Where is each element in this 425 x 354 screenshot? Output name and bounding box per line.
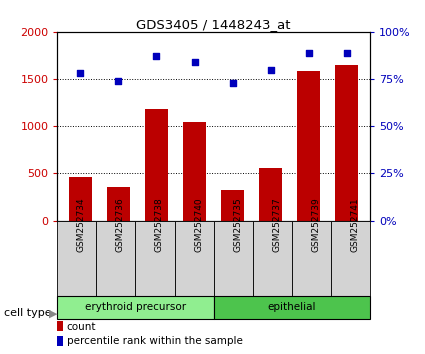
Text: GSM252735: GSM252735 [233,197,242,252]
Bar [57,321,63,331]
Text: GSM252738: GSM252738 [155,197,164,252]
Bar [292,221,331,296]
Point [267,67,274,73]
Bar [57,296,213,319]
Bar [298,72,320,221]
Title: GDS3405 / 1448243_at: GDS3405 / 1448243_at [136,18,291,31]
Bar [213,296,370,319]
Point [229,80,236,86]
Text: GSM252736: GSM252736 [116,197,125,252]
Point [343,50,350,56]
Bar [331,221,370,296]
Bar [335,65,358,221]
Point [115,78,122,84]
Point [77,70,84,76]
Text: GSM252740: GSM252740 [194,197,203,252]
Bar [57,221,96,296]
Bar [183,122,206,221]
Bar [57,336,63,346]
Text: count: count [67,321,96,332]
Text: GSM252739: GSM252739 [311,197,320,252]
Text: epithelial: epithelial [267,302,316,312]
Point [306,50,312,56]
Bar [136,221,175,296]
Text: erythroid precursor: erythroid precursor [85,302,186,312]
Bar [69,177,92,221]
Bar [259,168,282,221]
Bar [213,221,252,296]
Text: GSM252737: GSM252737 [272,197,281,252]
Bar [145,109,168,221]
Bar [96,221,136,296]
Text: GSM252741: GSM252741 [350,197,359,252]
Bar [221,190,244,221]
Text: GSM252734: GSM252734 [77,197,86,252]
Point [153,53,160,59]
Bar [107,187,130,221]
Text: percentile rank within the sample: percentile rank within the sample [67,336,243,346]
Text: cell type: cell type [4,308,52,318]
Text: ▶: ▶ [49,308,57,318]
Point [191,59,198,65]
Bar [252,221,292,296]
Bar [175,221,213,296]
